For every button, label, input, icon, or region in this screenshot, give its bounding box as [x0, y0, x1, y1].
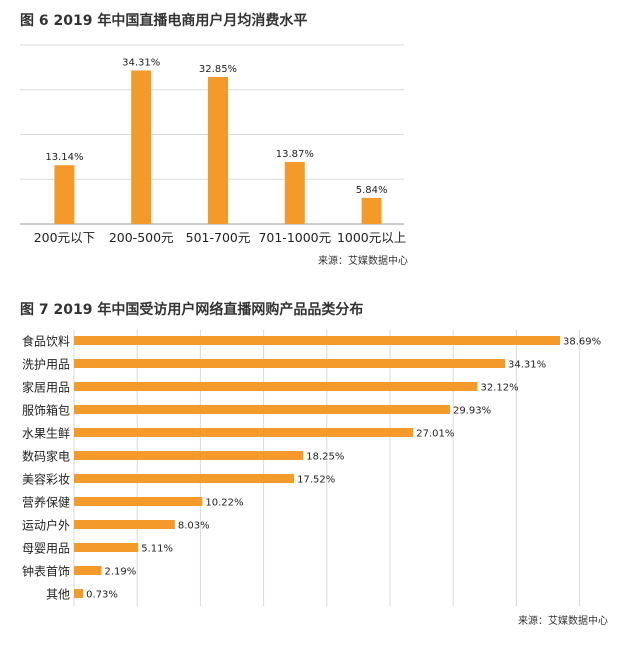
chart2-bar: [74, 543, 139, 552]
chart2-source: 来源：艾媒数据中心: [518, 616, 608, 627]
chart2-category-label: 美容彩妆: [22, 472, 70, 487]
chart2-value-label: 5.11%: [141, 544, 173, 555]
chart1-bar-chart: 13.14% 200元以下 34.31% 200-500元 32.85% 501-700元…: [20, 44, 406, 245]
chart2-bar: [74, 382, 478, 391]
chart2-category-label: 母婴用品: [22, 542, 70, 556]
chart2-bar: [74, 428, 414, 437]
chart1-bar: [208, 76, 228, 224]
chart2-bar: [74, 497, 203, 506]
chart2-value-label: 29.93%: [453, 406, 491, 417]
chart2-bar: [74, 336, 560, 345]
chart1-value-label: 32.85%: [199, 64, 237, 75]
chart2-value-label: 38.69%: [563, 337, 601, 348]
chart2-value-label: 27.01%: [416, 429, 454, 440]
chart1-bar: [131, 70, 152, 224]
chart2-bar: [74, 405, 450, 414]
chart1-category-label: 200-500元: [109, 230, 174, 245]
chart2-value-label: 32.12%: [480, 383, 518, 394]
chart2-bar: [74, 451, 304, 460]
chart2-category-label: 服饰箱包: [22, 403, 70, 418]
chart2-value-label: 17.52%: [297, 475, 335, 486]
chart1-value-label: 5.84%: [356, 185, 388, 196]
chart1-category-label: 701-1000元: [258, 230, 331, 245]
chart2-category-label: 数码家电: [22, 449, 70, 464]
chart2-category-label: 运动户外: [22, 518, 70, 533]
chart2-bar: [74, 520, 175, 529]
chart2-title: 图 7 2019 年中国受访用户网络直播网购产品品类分布: [20, 302, 364, 318]
chart2-category-label: 营养保健: [22, 495, 70, 510]
chart2-category-label: 食品饮料: [22, 334, 70, 349]
chart1-value-label: 34.31%: [122, 57, 160, 68]
chart2-category-label: 水果生鲜: [22, 427, 70, 441]
chart2-value-label: 10.22%: [205, 498, 243, 509]
chart2-bar: [74, 359, 505, 368]
chart1-value-label: 13.87%: [276, 149, 314, 160]
chart2-category-label: 家居用品: [22, 380, 70, 395]
chart1-title: 图 6 2019 年中国直播电商用户月均消费水平: [20, 13, 308, 29]
chart2-category-label: 其他: [46, 588, 70, 602]
chart2-bar: [74, 566, 102, 575]
chart1-value-label: 13.14%: [45, 152, 83, 163]
chart1-category-label: 501-700元: [186, 230, 251, 245]
chart2-category-label: 钟表首饰: [22, 564, 70, 579]
chart2-category-label: 洗护用品: [22, 358, 70, 372]
chart1-bar: [54, 165, 75, 224]
chart2-value-label: 34.31%: [508, 360, 546, 371]
chart1-category-label: 200元以下: [34, 230, 95, 245]
chart2-bar: [74, 474, 295, 483]
chart2-value-label: 8.03%: [178, 521, 210, 532]
chart2-value-label: 0.73%: [86, 590, 118, 601]
chart1-category-label: 1000元以上: [337, 230, 406, 245]
chart2-bar: [74, 589, 84, 598]
chart2-value-label: 18.25%: [306, 452, 344, 463]
chart1-source: 来源：艾媒数据中心: [318, 256, 408, 267]
chart1-bar: [361, 197, 382, 224]
chart2-value-label: 2.19%: [105, 567, 137, 578]
chart1-bar: [284, 161, 305, 224]
